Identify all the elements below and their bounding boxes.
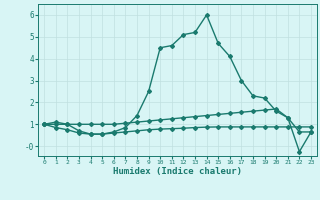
X-axis label: Humidex (Indice chaleur): Humidex (Indice chaleur)	[113, 167, 242, 176]
